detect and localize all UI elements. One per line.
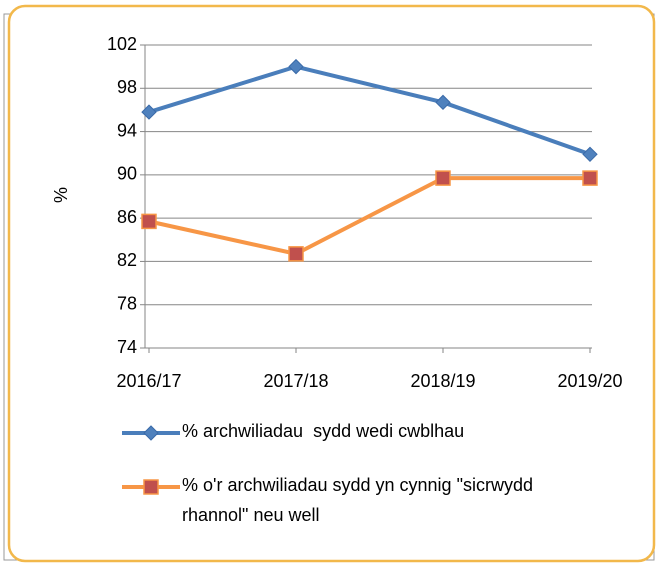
frame <box>7 4 656 563</box>
marker <box>288 58 304 75</box>
series-line <box>148 64 591 157</box>
x-tick-label: 2019/20 <box>557 371 622 391</box>
marker <box>143 479 159 495</box>
y-tick-label: 74 <box>117 337 137 357</box>
y-tick-label: 94 <box>117 120 137 140</box>
marker <box>435 170 451 186</box>
series-line <box>148 176 590 256</box>
legend-entry: % archwiliadau sydd wedi cwblhau <box>120 416 540 446</box>
marker <box>582 146 598 163</box>
legend-label: % archwiliadau sydd wedi cwblhau <box>182 421 465 441</box>
marker <box>141 104 157 120</box>
legend: % archwiliadau sydd wedi cwblhau % o'r ar… <box>120 416 540 554</box>
y-tick-label: 90 <box>117 164 137 184</box>
x-tick-label: 2016/17 <box>116 371 181 391</box>
y-tick-label: 78 <box>117 293 137 313</box>
marker <box>435 94 451 111</box>
marker <box>141 213 157 230</box>
legend-swatch <box>122 425 180 441</box>
legend-label: % o'r archwiliadau sydd yn cynnig "sicrw… <box>182 475 538 525</box>
y-tick-label: 102 <box>107 34 137 54</box>
y-tick-label: 82 <box>117 250 137 270</box>
x-tick-label: 2017/18 <box>263 371 328 391</box>
legend-entry: % o'r archwiliadau sydd yn cynnig "sicrw… <box>120 470 540 530</box>
y-tick-label: 86 <box>117 207 137 227</box>
marker <box>288 246 304 262</box>
legend-swatch <box>122 479 180 495</box>
y-axis-label: % <box>51 187 71 203</box>
y-tick-label: 98 <box>117 77 137 97</box>
marker <box>582 170 598 186</box>
x-tick-label: 2018/19 <box>410 371 475 391</box>
marker <box>143 425 159 441</box>
